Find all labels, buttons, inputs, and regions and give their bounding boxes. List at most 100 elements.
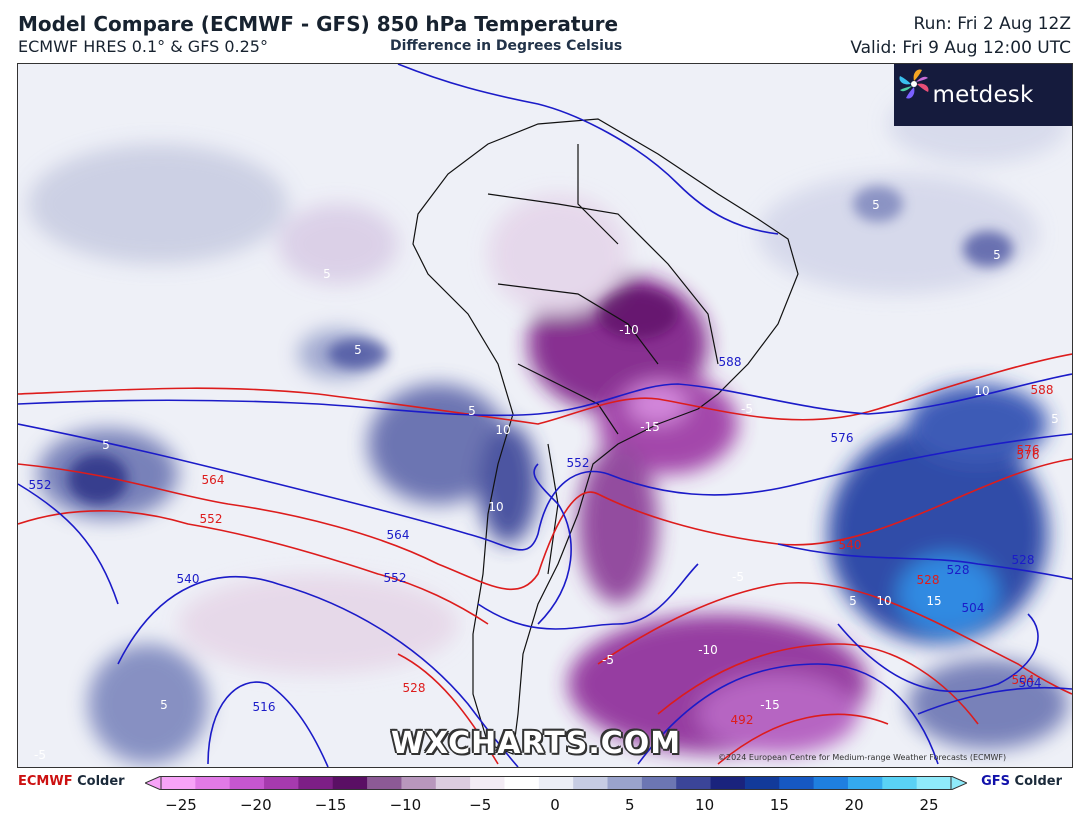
temperature-diff-label: -15 — [760, 698, 780, 712]
colorbar-tick-label: 0 — [550, 796, 560, 814]
brand-name: metdesk — [932, 82, 1034, 108]
run-time: Run: Fri 2 Aug 12Z — [913, 14, 1071, 34]
colorbar-tick-label: −25 — [165, 796, 197, 814]
map-canvas: -10 -15 -5 -10 -15 -5 -5 5 5 5 5 5 10 10 10 5 10 15 5 5 5 -5 5… — [18, 64, 1072, 767]
temperature-diff-label: 15 — [926, 594, 941, 608]
colorbar-swatch — [641, 776, 677, 790]
temperature-diff-label: -10 — [619, 323, 639, 337]
legend-right-colder: Colder — [1014, 774, 1062, 789]
colorbar-tick-label: 25 — [919, 796, 939, 814]
colorbar-swatch — [367, 776, 402, 790]
colorbar-swatch — [607, 776, 643, 790]
colorbar-swatch — [161, 776, 196, 790]
colorbar-tick-label: 20 — [844, 796, 864, 814]
ecmwf-height-label: 588 — [1031, 383, 1054, 397]
colorbar-tick-label: −10 — [389, 796, 422, 814]
wxcharts-watermark: WXCHARTS.COM — [391, 726, 682, 761]
gfs-height-label: 504 — [1019, 676, 1042, 690]
temperature-diff-label: -5 — [741, 402, 753, 416]
ecmwf-height-label: 492 — [731, 713, 754, 727]
colorbar-swatch — [779, 776, 815, 790]
gfs-height-label: 528 — [1012, 553, 1035, 567]
temperature-diff-label: 5 — [323, 267, 331, 281]
temperature-diff-label: 10 — [495, 423, 510, 437]
colorbar-swatch — [813, 776, 849, 790]
metdesk-pinwheel-icon — [899, 69, 929, 99]
temperature-diff-label: -5 — [34, 748, 46, 762]
colorbar-tick-label: 5 — [625, 796, 635, 814]
colorbar-tick-label: −20 — [239, 796, 272, 814]
colorbar-legend: ECMWF Colder GFS Colder −25 −20 −15 −10 −5 0 5… — [0, 768, 1088, 833]
difference-units-label: Difference in Degrees Celsius — [390, 38, 623, 54]
colorbar-tick-label: −5 — [469, 796, 492, 814]
gfs-height-label: 552 — [29, 478, 52, 492]
temperature-diff-label: -15 — [640, 420, 660, 434]
gfs-contours — [18, 64, 1072, 767]
temperature-diff-label: -5 — [602, 653, 614, 667]
gfs-height-label: 528 — [947, 563, 970, 577]
ecmwf-contours — [18, 353, 1072, 765]
colorbar-frame — [160, 776, 952, 790]
temperature-diff-label: 5 — [468, 404, 476, 418]
gfs-height-label: 588 — [719, 355, 742, 369]
colorbar-swatch — [744, 776, 780, 790]
temperature-diff-label: 5 — [849, 594, 857, 608]
temperature-diff-label: 10 — [876, 594, 891, 608]
gfs-height-label: 552 — [567, 456, 590, 470]
colorbar-tick-label: 15 — [769, 796, 789, 814]
colorbar-swatch — [504, 776, 540, 790]
colorbar-swatch — [332, 776, 368, 790]
temperature-diff-label: -5 — [732, 570, 744, 584]
gfs-height-label: 540 — [177, 572, 200, 586]
gfs-height-label: 564 — [387, 528, 410, 542]
copyright-notice: ©2024 European Centre for Medium-range W… — [718, 753, 1007, 762]
legend-left-label: ECMWF Colder — [18, 774, 125, 789]
temperature-diff-label: 5 — [354, 343, 362, 357]
temperature-diff-label: 5 — [1051, 412, 1059, 426]
ecmwf-height-label: 504 — [1012, 673, 1035, 687]
colorbar-swatch — [882, 776, 918, 790]
colorbar-swatch — [710, 776, 746, 790]
legend-left-colder: Colder — [77, 774, 125, 789]
legend-right-label: GFS Colder — [981, 774, 1062, 789]
legend-ecmwf-name: ECMWF — [18, 774, 73, 789]
colorbar-swatch — [847, 776, 883, 790]
temperature-diff-label: 5 — [872, 198, 880, 212]
colorbar-min-arrow — [145, 776, 162, 790]
chart-header: Model Compare (ECMWF - GFS) 850 hPa Temp… — [0, 0, 1088, 62]
colorbar-max-arrow — [950, 776, 967, 790]
colorbar-ticks: −25 −20 −15 −10 −5 0 5 10 15 20 25 — [0, 796, 1088, 818]
contour-labels: -10 -15 -5 -10 -15 -5 -5 5 5 5 5 5 10 10 10 5 10 15 5 5 5 -5 5… — [29, 198, 1059, 762]
colorbar — [145, 776, 967, 790]
chart-title: Model Compare (ECMWF - GFS) 850 hPa Temp… — [18, 12, 619, 36]
temperature-diff-label: 10 — [488, 500, 503, 514]
colorbar-swatch — [470, 776, 505, 790]
gfs-height-label: 576 — [831, 431, 854, 445]
colorbar-swatch — [435, 776, 471, 790]
legend-gfs-name: GFS — [981, 774, 1010, 789]
gfs-height-label: 552 — [384, 571, 407, 585]
ecmwf-height-label: 552 — [200, 512, 223, 526]
colorbar-swatch — [573, 776, 609, 790]
colorbar-swatch — [195, 776, 231, 790]
model-subtitle: ECMWF HRES 0.1° & GFS 0.25° — [18, 37, 268, 56]
ecmwf-height-label: 528 — [917, 573, 940, 587]
colorbar-swatch — [229, 776, 265, 790]
gfs-height-label: 504 — [962, 601, 985, 615]
ecmwf-height-label: 576 — [1017, 448, 1040, 462]
temperature-diff-label: 5 — [160, 698, 168, 712]
weather-map[interactable]: -10 -15 -5 -10 -15 -5 -5 5 5 5 5 5 10 10 10 5 10 15 5 5 5 -5 5… — [17, 63, 1073, 768]
ecmwf-height-label: 564 — [202, 473, 225, 487]
colorbar-swatch — [298, 776, 334, 790]
gfs-height-label: 516 — [253, 700, 276, 714]
colorbar-swatch — [676, 776, 712, 790]
colorbar-swatch — [916, 776, 952, 790]
temperature-diff-label: 5 — [993, 248, 1001, 262]
ecmwf-height-label: 576 — [1017, 443, 1040, 457]
colorbar-swatch — [538, 776, 574, 790]
ecmwf-height-label: 540 — [839, 538, 862, 552]
colorbar-swatch — [264, 776, 299, 790]
temperature-diff-label: 10 — [974, 384, 989, 398]
anomaly-field — [18, 64, 1072, 767]
ecmwf-height-label: 528 — [403, 681, 426, 695]
